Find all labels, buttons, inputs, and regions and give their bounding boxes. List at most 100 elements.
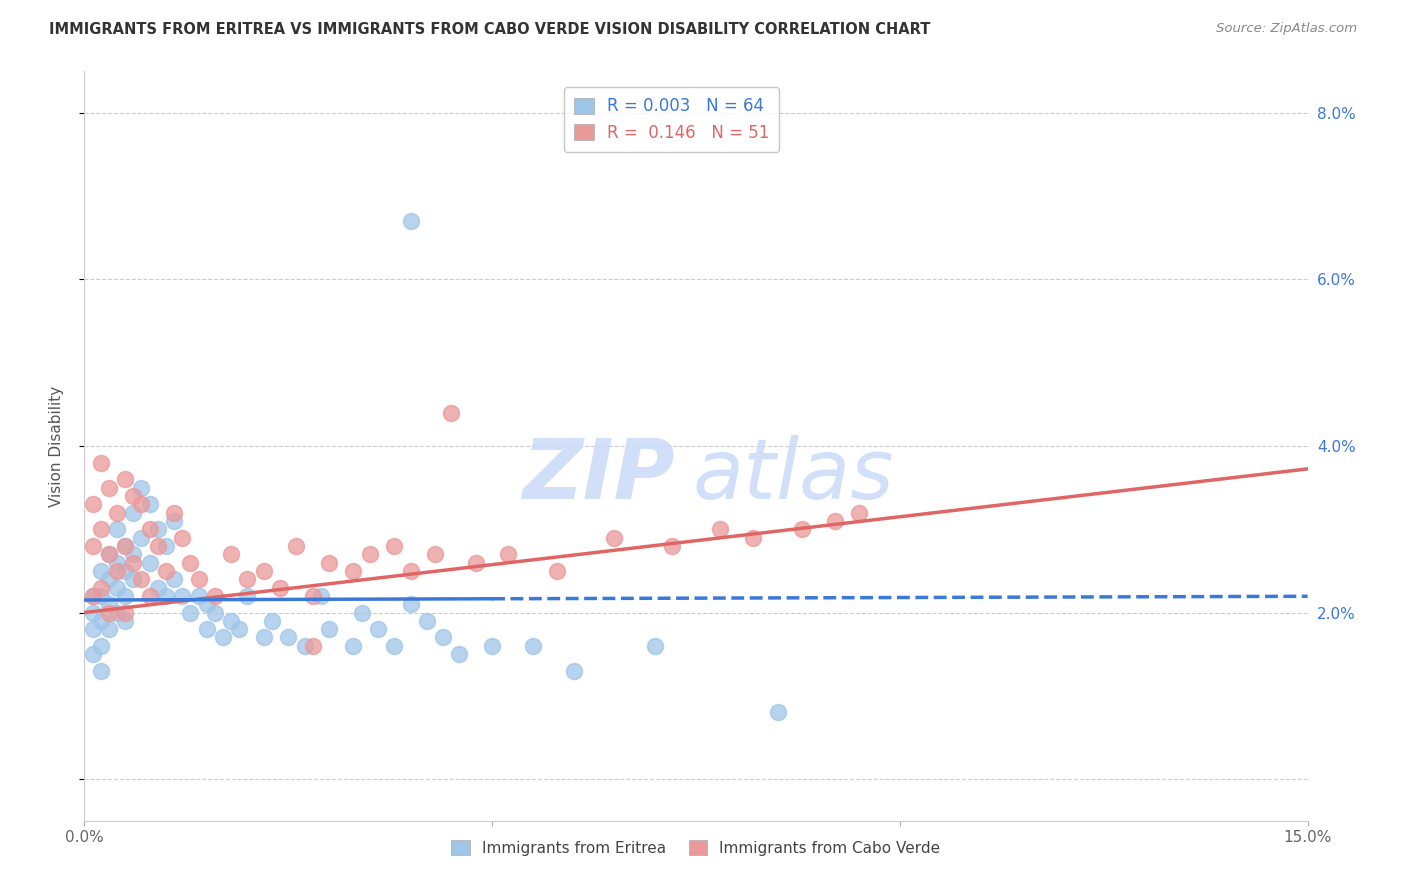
Text: ZIP: ZIP [522,435,675,516]
Point [790,522,813,536]
Point [138,589,160,603]
Point [204,606,226,620]
Point [260,614,283,628]
Point [562,664,585,678]
Point [285,539,308,553]
Point [97,481,120,495]
Point [309,589,332,603]
Point [661,539,683,553]
Point [138,556,160,570]
Point [219,547,242,561]
Point [236,572,259,586]
Point [416,614,439,628]
Point [195,597,218,611]
Point [131,531,153,545]
Point [97,547,120,561]
Point [90,522,112,536]
Point [155,589,177,603]
Point [122,572,145,586]
Point [399,564,422,578]
Point [97,572,120,586]
Point [146,581,169,595]
Point [122,506,145,520]
Point [105,606,128,620]
Point [318,556,340,570]
Point [122,547,145,561]
Point [82,497,104,511]
Point [228,622,250,636]
Point [399,597,422,611]
Point [114,539,136,553]
Point [350,606,373,620]
Point [146,522,169,536]
Point [97,622,120,636]
Point [90,589,112,603]
Point [464,556,486,570]
Point [131,497,153,511]
Point [90,456,112,470]
Point [138,522,160,536]
Y-axis label: Vision Disability: Vision Disability [49,385,63,507]
Point [114,539,136,553]
Point [97,597,120,611]
Point [742,531,765,545]
Point [131,481,153,495]
Point [105,556,128,570]
Point [212,631,235,645]
Point [90,564,112,578]
Point [481,639,503,653]
Point [163,514,186,528]
Point [195,622,218,636]
Point [155,564,177,578]
Point [105,581,128,595]
Point [155,539,177,553]
Point [253,564,276,578]
Point [114,606,136,620]
Point [82,539,104,553]
Point [399,214,422,228]
Point [172,531,194,545]
Point [253,631,276,645]
Point [82,622,104,636]
Point [269,581,291,595]
Point [82,606,104,620]
Point [163,572,186,586]
Point [766,706,789,720]
Point [82,589,104,603]
Point [359,547,381,561]
Point [709,522,731,536]
Text: IMMIGRANTS FROM ERITREA VS IMMIGRANTS FROM CABO VERDE VISION DISABILITY CORRELAT: IMMIGRANTS FROM ERITREA VS IMMIGRANTS FR… [49,22,931,37]
Point [848,506,870,520]
Point [114,589,136,603]
Point [318,622,340,636]
Point [423,547,446,561]
Point [301,639,323,653]
Text: atlas: atlas [693,435,894,516]
Point [146,539,169,553]
Point [342,564,364,578]
Point [90,664,112,678]
Point [301,589,323,603]
Point [172,589,194,603]
Point [204,589,226,603]
Text: Source: ZipAtlas.com: Source: ZipAtlas.com [1216,22,1357,36]
Point [131,572,153,586]
Point [163,506,186,520]
Point [179,606,201,620]
Point [236,589,259,603]
Point [644,639,666,653]
Point [546,564,568,578]
Point [97,606,120,620]
Point [522,639,544,653]
Point [382,539,405,553]
Point [138,497,160,511]
Point [603,531,626,545]
Point [90,581,112,595]
Point [82,647,104,661]
Point [187,572,209,586]
Legend: Immigrants from Eritrea, Immigrants from Cabo Verde: Immigrants from Eritrea, Immigrants from… [446,834,946,862]
Point [114,564,136,578]
Point [382,639,405,653]
Point [105,506,128,520]
Point [90,639,112,653]
